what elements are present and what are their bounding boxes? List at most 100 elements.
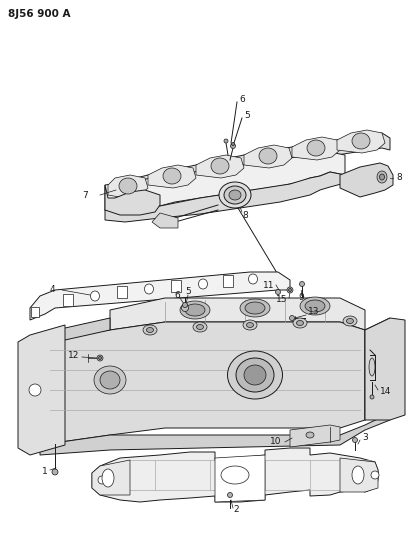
Ellipse shape	[99, 357, 102, 359]
Ellipse shape	[352, 133, 370, 149]
Polygon shape	[292, 137, 340, 160]
Ellipse shape	[370, 395, 374, 399]
Polygon shape	[108, 133, 390, 198]
Ellipse shape	[243, 320, 257, 330]
Text: 13: 13	[308, 308, 319, 317]
Ellipse shape	[244, 365, 266, 385]
Ellipse shape	[247, 322, 253, 327]
Ellipse shape	[224, 139, 228, 143]
Polygon shape	[117, 286, 127, 298]
Polygon shape	[340, 458, 378, 492]
Ellipse shape	[144, 284, 154, 294]
Polygon shape	[110, 298, 365, 330]
Polygon shape	[148, 165, 196, 188]
Ellipse shape	[185, 304, 205, 316]
Polygon shape	[152, 213, 178, 228]
Ellipse shape	[371, 471, 379, 479]
Ellipse shape	[230, 143, 235, 149]
Text: 12: 12	[68, 351, 79, 360]
Ellipse shape	[300, 297, 330, 315]
Ellipse shape	[287, 287, 293, 293]
Polygon shape	[290, 425, 340, 447]
Polygon shape	[105, 152, 345, 212]
Ellipse shape	[211, 158, 229, 174]
Ellipse shape	[29, 384, 41, 396]
Ellipse shape	[229, 190, 241, 200]
Text: 5: 5	[185, 287, 191, 296]
Ellipse shape	[228, 351, 282, 399]
Polygon shape	[63, 294, 73, 306]
Ellipse shape	[275, 289, 280, 295]
Polygon shape	[365, 318, 405, 420]
Ellipse shape	[119, 178, 137, 194]
Polygon shape	[31, 307, 39, 317]
Polygon shape	[337, 130, 385, 153]
Ellipse shape	[343, 316, 357, 326]
Text: 9: 9	[298, 293, 304, 302]
Text: 6: 6	[239, 95, 245, 104]
Ellipse shape	[259, 148, 277, 164]
Ellipse shape	[94, 366, 126, 394]
Polygon shape	[244, 145, 292, 168]
Ellipse shape	[163, 168, 181, 184]
Ellipse shape	[248, 274, 258, 284]
Text: 7: 7	[82, 190, 88, 199]
Ellipse shape	[300, 281, 305, 287]
Text: 1: 1	[42, 467, 48, 477]
Polygon shape	[40, 322, 365, 445]
Text: 6: 6	[174, 290, 180, 300]
Text: 14: 14	[380, 387, 391, 397]
Ellipse shape	[377, 171, 387, 183]
Polygon shape	[40, 318, 110, 345]
Polygon shape	[365, 318, 390, 420]
Ellipse shape	[143, 325, 157, 335]
Polygon shape	[196, 155, 244, 178]
Text: 8: 8	[242, 211, 248, 220]
Ellipse shape	[236, 358, 274, 392]
Ellipse shape	[98, 476, 106, 484]
Ellipse shape	[307, 140, 325, 156]
Polygon shape	[18, 325, 65, 455]
Polygon shape	[105, 185, 160, 215]
Ellipse shape	[369, 358, 375, 376]
Ellipse shape	[379, 174, 384, 180]
Ellipse shape	[196, 325, 203, 329]
Polygon shape	[105, 172, 345, 222]
Ellipse shape	[352, 438, 357, 442]
Ellipse shape	[293, 318, 307, 328]
Ellipse shape	[306, 432, 314, 438]
Text: 8J56 900 A: 8J56 900 A	[8, 9, 70, 19]
Text: 5: 5	[244, 111, 250, 120]
Ellipse shape	[352, 466, 364, 484]
Text: 3: 3	[362, 433, 368, 442]
Ellipse shape	[347, 319, 354, 324]
Text: 11: 11	[263, 280, 275, 289]
Polygon shape	[40, 413, 390, 455]
Polygon shape	[223, 275, 233, 287]
Ellipse shape	[100, 371, 120, 389]
Polygon shape	[92, 448, 378, 502]
Ellipse shape	[289, 288, 292, 292]
Polygon shape	[92, 460, 130, 495]
Text: 10: 10	[270, 438, 282, 447]
Ellipse shape	[240, 299, 270, 317]
Text: 4: 4	[50, 286, 56, 295]
Text: 8: 8	[396, 174, 402, 182]
Text: 15: 15	[276, 295, 287, 304]
Ellipse shape	[245, 302, 265, 314]
Ellipse shape	[91, 291, 99, 301]
Ellipse shape	[102, 469, 114, 487]
Ellipse shape	[231, 142, 235, 146]
Ellipse shape	[198, 279, 208, 289]
Polygon shape	[340, 163, 393, 197]
Ellipse shape	[180, 301, 210, 319]
Ellipse shape	[181, 304, 188, 311]
Ellipse shape	[219, 182, 251, 208]
Ellipse shape	[97, 355, 103, 361]
Polygon shape	[171, 280, 181, 292]
Text: 2: 2	[233, 505, 239, 514]
Ellipse shape	[183, 303, 188, 308]
Polygon shape	[30, 272, 290, 320]
Ellipse shape	[221, 466, 249, 484]
Ellipse shape	[290, 316, 295, 320]
